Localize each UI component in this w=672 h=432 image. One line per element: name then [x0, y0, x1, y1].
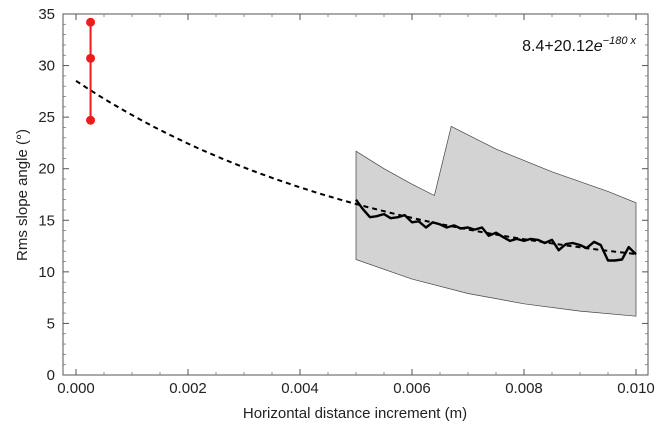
x-tick-label: 0.004 [281, 380, 319, 397]
y-tick-label: 10 [38, 264, 55, 281]
exponential-fit-curve [75, 79, 637, 256]
x-tick-label: 0.008 [505, 380, 543, 397]
x-axis-title: Horizontal distance increment (m) [243, 405, 467, 422]
y-axis-title: Rms slope angle (°) [14, 129, 31, 261]
y-tick-label: 35 [38, 6, 55, 23]
x-tick-label: 0.002 [169, 380, 207, 397]
y-tick-label: 30 [38, 58, 55, 75]
axes-layer [62, 13, 649, 376]
y-tick-label: 20 [38, 161, 55, 178]
red-point [86, 53, 96, 63]
fit-equation-base: 8.4+20.12 [522, 38, 594, 55]
x-tick-label: 0.010 [617, 380, 655, 397]
red-point [86, 17, 96, 27]
ticks-layer: 0.000 0.002 0.004 0.006 0.008 0.010 0 5 10 15 20 25… [38, 6, 654, 397]
fit-equation-e: e [594, 38, 603, 55]
y-tick-label: 25 [38, 109, 55, 126]
plot-frame [62, 13, 649, 376]
x-tick-label: 0.000 [57, 380, 95, 397]
x-tick-label: 0.006 [393, 380, 431, 397]
y-tick-label: 0 [47, 367, 55, 384]
fit-equation-annotation: 8.4+20.12e−180 x [522, 35, 636, 55]
uncertainty-band [355, 125, 637, 317]
fit-equation-exponent: −180 x [603, 35, 637, 47]
y-tick-label: 15 [38, 212, 55, 229]
plot-layer [75, 17, 637, 317]
y-tick-label: 5 [47, 315, 55, 332]
red-point [86, 115, 96, 125]
